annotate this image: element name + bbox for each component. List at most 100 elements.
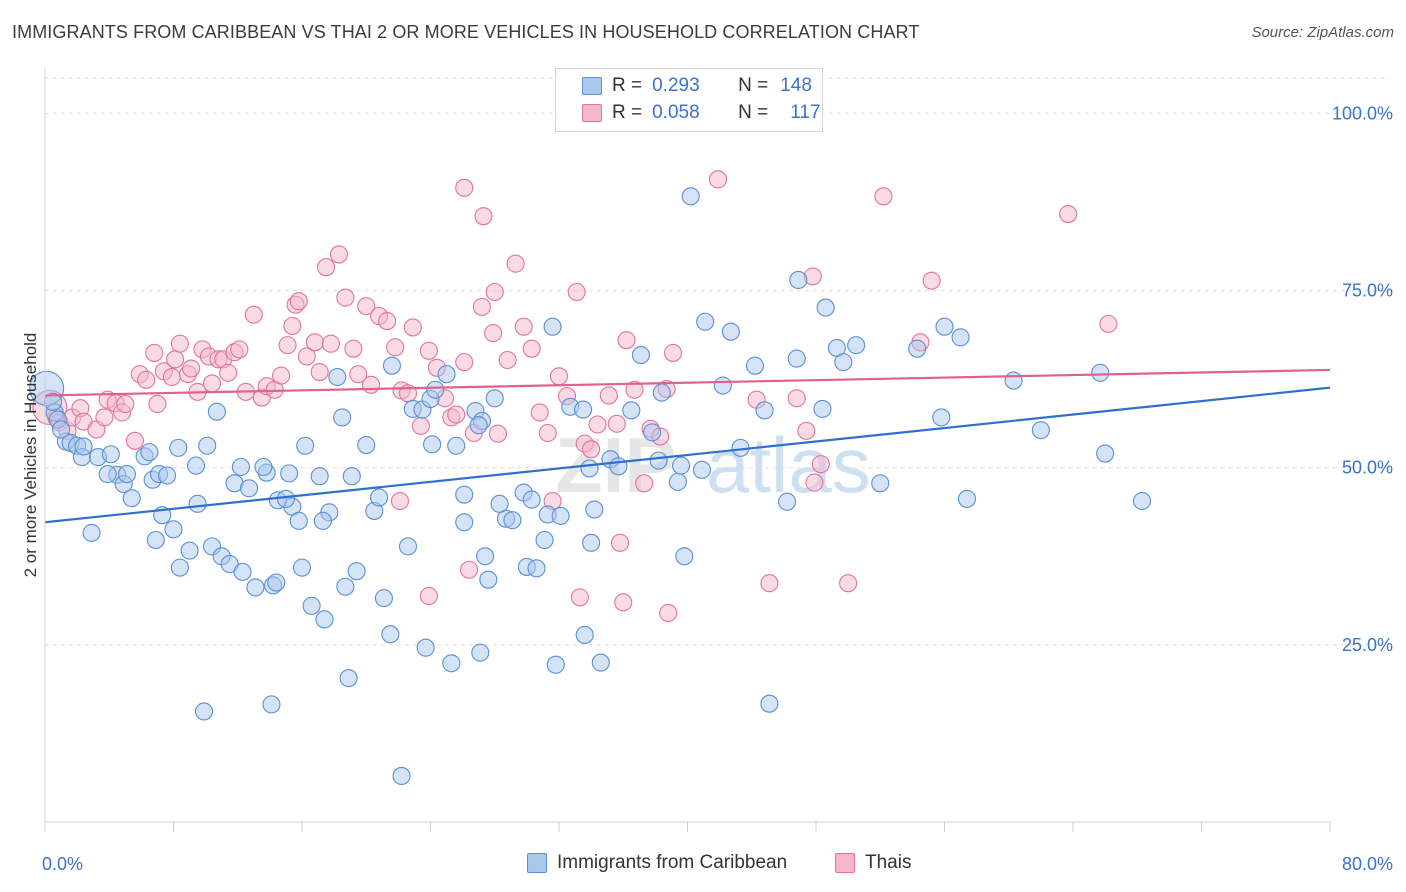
caribbean-point	[692, 460, 712, 479]
caribbean-point	[1133, 491, 1152, 511]
caribbean-point	[455, 485, 474, 504]
caribbean-point	[122, 489, 141, 508]
caribbean-point	[426, 380, 445, 399]
thais-point	[582, 440, 601, 459]
thais-point	[297, 347, 316, 366]
caribbean-point	[522, 490, 541, 509]
thais-point	[148, 394, 167, 413]
legend-r-label: R =	[612, 75, 643, 96]
caribbean-point	[622, 401, 641, 420]
thais-point	[219, 363, 238, 382]
series-legend-thais: Thais	[835, 852, 911, 874]
caribbean-point	[591, 653, 610, 672]
legend-n-value: 117	[790, 102, 821, 123]
caribbean-point	[315, 610, 334, 629]
thais-point	[485, 282, 504, 302]
caribbean-point	[485, 389, 504, 408]
caribbean-point	[675, 547, 694, 566]
thais-point	[125, 431, 144, 450]
thais-point	[283, 316, 302, 336]
caribbean-point	[140, 443, 159, 462]
thais-point	[588, 415, 607, 434]
caribbean-point	[310, 467, 329, 486]
caribbean-point	[302, 596, 321, 615]
thais-point	[839, 574, 858, 593]
caribbean-point	[276, 489, 295, 508]
y-tick-label: 75.0%	[1342, 281, 1393, 301]
thais-point	[635, 474, 654, 493]
caribbean-point	[871, 474, 890, 493]
caribbean-point	[1096, 444, 1115, 463]
thais-point	[708, 170, 728, 189]
thais-point	[272, 366, 291, 385]
caribbean-point	[233, 562, 252, 581]
caribbean-point	[631, 346, 650, 365]
thais-point	[610, 533, 630, 552]
caribbean-point	[442, 654, 461, 673]
caribbean-point	[246, 578, 265, 597]
caribbean-point	[262, 695, 281, 714]
caribbean-point	[447, 436, 466, 455]
caribbean-point	[696, 312, 715, 331]
thais-point	[321, 334, 340, 353]
series-legend-caribbean: Immigrants from Caribbean	[527, 852, 787, 874]
caribbean-trend-line	[44, 386, 1331, 524]
thais-point	[349, 365, 368, 384]
caribbean-point	[668, 472, 687, 491]
thais-point	[419, 586, 438, 606]
y-tick-label: 50.0%	[1342, 458, 1393, 478]
caribbean-point	[1004, 371, 1023, 390]
x-tick-label-min: 0.0%	[42, 854, 83, 874]
thais-point	[1099, 314, 1118, 333]
gridlines: 25.0% 50.0% 75.0% 100.0%	[45, 77, 1393, 655]
trend-lines	[44, 368, 1331, 524]
thais-point	[506, 254, 525, 273]
caribbean-point	[778, 492, 797, 511]
legend-row-thais: R = 0.058 N = 117	[556, 100, 821, 126]
thais-point	[474, 207, 493, 226]
thais-point	[599, 386, 618, 405]
legend-r-value: 0.293	[652, 75, 700, 96]
caribbean-points	[29, 187, 1152, 785]
thais-point	[659, 603, 678, 623]
y-tick-label: 25.0%	[1342, 635, 1393, 655]
caribbean-point	[471, 643, 490, 662]
caribbean-point	[503, 511, 522, 530]
caribbean-point	[164, 520, 183, 539]
thais-point	[617, 331, 636, 350]
caribbean-point	[292, 558, 312, 577]
caribbean-point	[951, 328, 970, 347]
thais-point	[390, 491, 410, 511]
thais-point	[549, 367, 569, 386]
caribbean-point	[932, 408, 951, 427]
caribbean-point	[649, 451, 668, 470]
caribbean-point	[479, 570, 498, 589]
thais-point	[336, 288, 355, 307]
caribbean-point	[543, 317, 562, 336]
caribbean-point	[957, 489, 977, 508]
caribbean-point	[74, 437, 93, 456]
legend-swatch-pink	[582, 104, 602, 122]
thais-point	[484, 324, 503, 343]
caribbean-point	[180, 541, 199, 560]
legend-row-caribbean: R = 0.293 N = 148	[556, 73, 812, 99]
legend-n-value: 148	[780, 75, 812, 96]
caribbean-point	[98, 465, 117, 484]
caribbean-point	[423, 435, 442, 454]
caribbean-point	[437, 365, 456, 384]
thais-point	[344, 339, 363, 358]
thais-point	[797, 421, 816, 440]
legend-r-value: 0.058	[652, 102, 700, 123]
caribbean-point	[681, 187, 700, 206]
caribbean-point	[198, 436, 217, 455]
legend: R = 0.293 N = 148 R = 0.058 N = 117	[555, 68, 823, 132]
thais-point	[357, 297, 376, 316]
caribbean-point	[455, 513, 474, 532]
caribbean-point	[381, 625, 400, 644]
caribbean-point	[787, 349, 806, 368]
caribbean-point	[643, 423, 662, 442]
caribbean-point	[652, 383, 671, 402]
thais-point	[362, 375, 381, 394]
caribbean-point	[847, 336, 866, 355]
thais-point	[607, 414, 626, 433]
